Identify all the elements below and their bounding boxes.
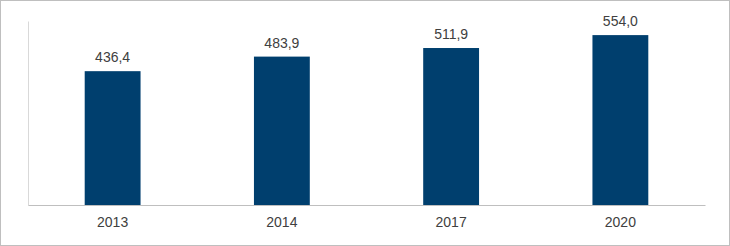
x-tick-label: 2014 [266,214,297,230]
plot: 2013 2014 2017 2020 436,4 483,9 511,9 554,0 [29,13,706,230]
data-labels: 436,4 483,9 511,9 554,0 [95,13,638,65]
x-tick: 2014 [266,205,297,230]
data-label: 483,9 [264,35,299,51]
x-axis-line [29,205,706,206]
data-label: 554,0 [603,13,638,29]
y-axis-line [28,22,29,206]
x-tick-label: 2020 [605,214,636,230]
x-tick: 2020 [605,205,636,230]
y-axis [28,22,29,206]
x-axis: 2013 2014 2017 2020 [29,205,706,230]
x-tick: 2013 [97,205,128,230]
bars [85,35,649,205]
bar [254,57,310,205]
x-tick: 2017 [436,205,467,230]
x-tick-label: 2017 [436,214,467,230]
bar [592,35,648,205]
data-label: 436,4 [95,49,130,65]
chart: 2013 2014 2017 2020 436,4 483,9 511,9 554,0 [0,0,730,246]
bar [85,71,141,205]
bar [423,48,479,205]
data-label: 511,9 [434,26,468,42]
x-tick-label: 2013 [97,214,128,230]
frame [1,1,730,246]
